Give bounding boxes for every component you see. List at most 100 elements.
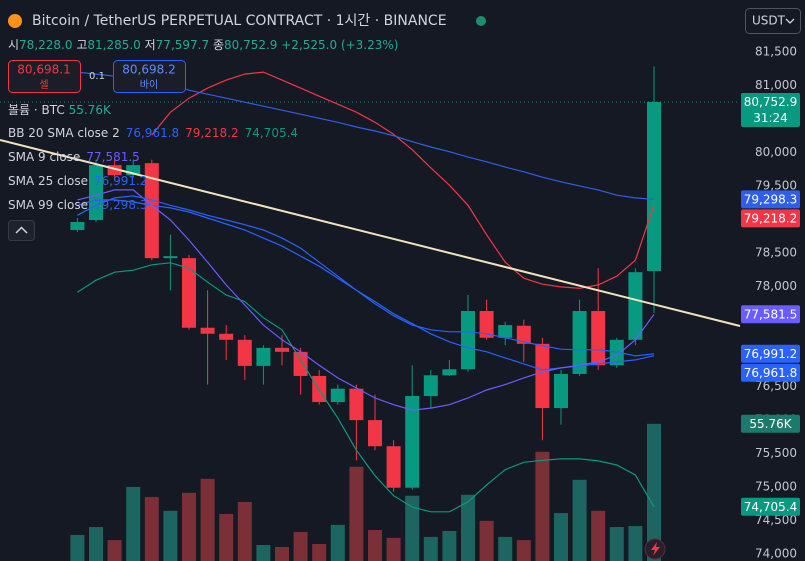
ohlc-value: 77,597.7 <box>156 38 209 52</box>
volume-bar <box>330 524 345 561</box>
collapse-button[interactable] <box>8 220 35 241</box>
volume-bar <box>237 501 252 561</box>
price-tag <box>741 93 800 128</box>
volume-bar <box>349 466 364 561</box>
ohlc-key: 종 <box>213 38 224 52</box>
candle-body <box>442 369 457 376</box>
currency-button[interactable] <box>745 8 801 34</box>
price-tag <box>741 305 800 324</box>
candle-body <box>200 327 215 334</box>
collapse-icon <box>15 226 28 234</box>
candle-body <box>275 347 289 352</box>
candle-body <box>293 351 308 376</box>
candle-body <box>219 333 234 340</box>
price-tag <box>741 497 800 516</box>
y-tick-label: 75,000 <box>755 480 797 494</box>
ohlc-value: 81,285.0 <box>87 38 140 52</box>
volume-bar <box>442 530 457 561</box>
legend-value: 77,581.5 <box>86 150 139 164</box>
y-tick-label: 78,500 <box>755 245 797 259</box>
volume-bar <box>609 527 624 561</box>
indicator-legend[interactable]: SMA 99 close 79,298.3 <box>8 198 147 212</box>
chart-title[interactable]: Bitcoin / TetherUS PERPETUAL CONTRACT · … <box>32 13 447 29</box>
symbol-icon <box>8 14 22 28</box>
price-tag-label: 76,991.2 <box>744 347 797 361</box>
candle-body <box>628 272 643 340</box>
legend-name: SMA 9 close <box>8 150 80 164</box>
price-tag-label: 77,581.5 <box>744 307 797 321</box>
sell-button[interactable] <box>8 60 81 93</box>
buy-button[interactable] <box>113 60 186 93</box>
legend-name: SMA 25 close <box>8 174 88 188</box>
volume-bar <box>423 536 438 561</box>
indicator-legend[interactable]: SMA 25 close 76,991.2 <box>8 174 147 188</box>
candle-body <box>461 311 475 370</box>
candle-body <box>144 163 159 259</box>
sell-label: 셀 <box>39 79 48 91</box>
price-tag <box>741 363 800 382</box>
indicator-line <box>77 262 655 513</box>
candle-body <box>368 420 382 447</box>
candle-body <box>349 388 364 421</box>
ohlc-value: 80,752.9 <box>224 38 277 52</box>
volume-bar <box>554 513 568 561</box>
legend-value: 55.76K <box>69 103 112 117</box>
legend-name: BB 20 SMA close 2 <box>8 126 120 140</box>
price-tag <box>741 414 800 433</box>
volume-bar <box>312 544 327 561</box>
legend-name: SMA 99 close <box>8 198 88 212</box>
price-tag-label: 55.76K <box>749 417 792 431</box>
indicator-legend[interactable]: SMA 9 close 77,581.5 <box>8 150 140 164</box>
y-tick-label: 81,500 <box>755 45 797 59</box>
candle-body <box>107 165 122 176</box>
legend-value: 76,991.2 <box>94 174 147 188</box>
price-tag <box>741 190 800 209</box>
volume-bar <box>70 534 85 561</box>
ohlc-change: +2,525.0 (+3.23%) <box>281 38 398 52</box>
y-tick-label: 78,000 <box>755 279 797 293</box>
candle-body <box>89 165 103 220</box>
volume-bar <box>479 520 494 561</box>
alert-icon <box>651 542 660 556</box>
volume-legend[interactable]: 볼륨 · BTC 55.76K <box>8 103 112 117</box>
indicator-legend[interactable]: BB 20 SMA close 2 76,961.8 79,218.2 74,705.… <box>8 126 298 140</box>
trendline[interactable] <box>0 139 741 327</box>
y-tick-label: 80,000 <box>755 145 797 159</box>
order-size[interactable]: 0.1 <box>89 71 105 82</box>
legend-value: 79,298.3 <box>94 198 147 212</box>
candle-body <box>535 343 550 409</box>
ohlc-row: 시78,228.0 고81,285.0 저77,597.7 종80,752.9 … <box>8 38 398 52</box>
y-tick-label: 81,000 <box>755 78 797 92</box>
indicator-line <box>151 71 655 289</box>
candle-body <box>423 375 438 397</box>
y-tick-label: 79,500 <box>755 178 797 192</box>
plot-area <box>0 66 740 561</box>
candle-body <box>126 165 141 176</box>
legend-value: 74,705.4 <box>245 126 298 140</box>
price-tag <box>741 209 800 228</box>
candle-body <box>405 396 420 488</box>
volume-bar <box>200 478 215 561</box>
candle-body <box>498 325 513 338</box>
price-axis: 81,500 81,000 80,000 79,500 78,500 78,000 76,5… <box>755 45 797 561</box>
y-tick-label: 74,000 <box>755 546 797 560</box>
volume-bar <box>89 527 103 561</box>
dropdown-icon <box>785 18 795 24</box>
y-tick-label: 74,500 <box>755 513 797 527</box>
candle-body <box>386 446 401 488</box>
candle-body <box>163 256 178 259</box>
ohlc-key: 고 <box>76 38 87 52</box>
price-tag <box>741 344 800 363</box>
candle-body <box>591 311 606 366</box>
price-tag-label: 79,298.3 <box>744 192 797 206</box>
candle-body <box>479 311 494 338</box>
volume-bar <box>572 479 587 561</box>
volume-bar <box>275 546 289 561</box>
candle-body <box>516 325 531 344</box>
candle-body <box>330 388 345 403</box>
volume-bar <box>405 495 420 561</box>
volume-bar <box>591 510 606 561</box>
price-tag-label: 76,961.8 <box>744 366 797 380</box>
